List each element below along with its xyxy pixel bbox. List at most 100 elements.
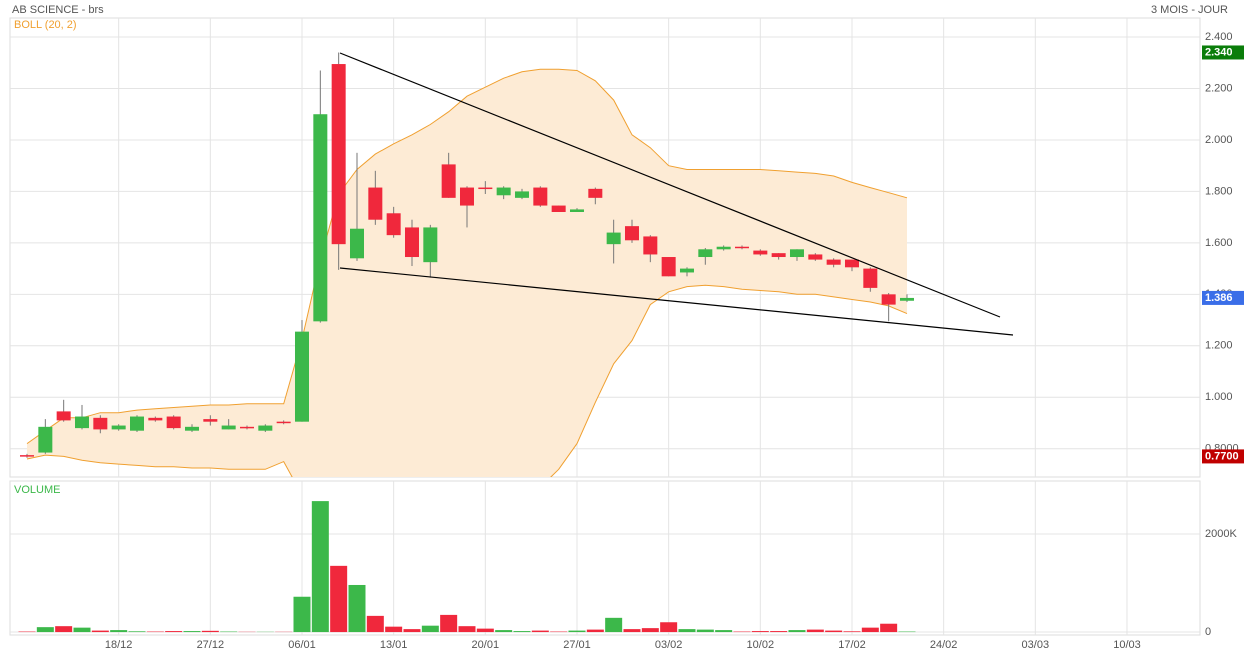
volume-bar xyxy=(806,629,824,633)
candle-body xyxy=(533,187,548,206)
candle-body xyxy=(386,213,401,236)
volume-bar xyxy=(605,617,623,633)
y-tick-label: 2.200 xyxy=(1205,82,1233,94)
x-tick-label: 17/02 xyxy=(838,639,866,651)
candle-body xyxy=(331,64,346,245)
volume-bar xyxy=(843,631,861,633)
y-tick-label: 2.400 xyxy=(1205,31,1233,43)
candle-body xyxy=(569,209,584,212)
band-upper xyxy=(26,68,908,445)
volume-bar xyxy=(293,596,311,633)
candle-body xyxy=(551,205,566,212)
x-tick-label: 18/12 xyxy=(105,639,133,651)
candle-body xyxy=(606,232,621,245)
price-marker xyxy=(1202,45,1244,60)
volume-bar xyxy=(861,627,879,633)
x-tick-label: 10/02 xyxy=(747,639,775,651)
y-tick-label: 1.600 xyxy=(1205,237,1233,249)
price-marker xyxy=(1202,290,1244,305)
volume-bar xyxy=(421,625,439,633)
candle-body xyxy=(313,114,328,322)
volume-bar xyxy=(403,629,421,633)
volume-bar xyxy=(36,627,54,633)
candle-body xyxy=(20,455,34,457)
volume-bar xyxy=(476,628,494,633)
chart-subtitle: 3 MOIS - JOUR xyxy=(1151,4,1228,16)
volume-bar xyxy=(880,623,898,633)
trend-line xyxy=(339,267,1014,336)
candle-body xyxy=(661,257,676,277)
y-tick-label: 0 xyxy=(1205,626,1211,638)
x-tick-label: 03/03 xyxy=(1022,639,1050,651)
y-tick-label: 2000K xyxy=(1205,528,1237,540)
candle-body xyxy=(881,294,896,305)
y-tick-label: 1.000 xyxy=(1205,391,1233,403)
volume-bar xyxy=(788,630,806,633)
price-marker xyxy=(1202,449,1244,464)
volume-bar xyxy=(751,631,769,633)
candle-body xyxy=(441,164,456,198)
x-tick-label: 24/02 xyxy=(930,639,958,651)
volume-bar xyxy=(128,631,146,633)
candle-body xyxy=(129,416,144,431)
volume-bar xyxy=(458,626,476,633)
candle-body xyxy=(863,268,878,288)
volume-bar xyxy=(531,630,549,633)
candle-body xyxy=(808,254,823,260)
volume-bar xyxy=(495,630,513,633)
volume-bar xyxy=(770,631,788,633)
price-marker-label: 0.7700 xyxy=(1205,450,1239,462)
band-lower xyxy=(26,284,908,477)
candle-body xyxy=(221,425,236,430)
candle-body xyxy=(844,259,859,268)
x-tick-label: 03/02 xyxy=(655,639,683,651)
volume-bar xyxy=(73,627,91,633)
volume-bar xyxy=(825,630,843,633)
candle-body xyxy=(294,331,309,422)
candle-body xyxy=(643,236,658,255)
volume-bar xyxy=(696,629,714,633)
candle-body xyxy=(588,188,603,198)
volume-bar xyxy=(623,629,641,633)
x-tick-label: 10/03 xyxy=(1113,639,1141,651)
candle-body xyxy=(56,411,71,421)
x-tick-label: 20/01 xyxy=(472,639,500,651)
candle-body xyxy=(276,421,291,424)
y-tick-label: 1.200 xyxy=(1205,340,1233,352)
price-marker-label: 2.340 xyxy=(1205,46,1233,58)
candle-body xyxy=(514,191,529,198)
volume-bar xyxy=(348,584,366,633)
x-tick-label: 13/01 xyxy=(380,639,408,651)
volume-bar xyxy=(660,622,678,633)
candle-body xyxy=(111,425,126,430)
indicator-label: BOLL (20, 2) xyxy=(14,19,77,31)
candle-body xyxy=(368,187,383,220)
volume-bar xyxy=(568,630,586,633)
candle-body xyxy=(258,425,273,431)
volume-bar xyxy=(201,630,219,633)
band-fill xyxy=(27,69,907,477)
candle-body xyxy=(496,187,511,196)
volume-bar xyxy=(586,629,604,633)
candle-body xyxy=(74,416,89,429)
volume-bar xyxy=(110,630,128,633)
volume-bar xyxy=(513,631,531,633)
x-tick-label: 27/01 xyxy=(563,639,591,651)
candle-body xyxy=(203,419,218,422)
candle-body xyxy=(93,417,108,430)
candle-body xyxy=(38,426,53,453)
candle-body xyxy=(459,187,474,206)
candle-body xyxy=(679,268,694,273)
x-tick-label: 06/01 xyxy=(288,639,316,651)
volume-bar xyxy=(641,628,659,633)
candle-body xyxy=(404,227,419,258)
candle-body xyxy=(734,246,749,249)
volume-bar xyxy=(183,631,201,633)
volume-bar xyxy=(330,565,348,633)
candle-body xyxy=(239,426,254,429)
candle-body xyxy=(624,226,639,241)
candle-body xyxy=(716,246,731,250)
y-tick-label: 1.800 xyxy=(1205,185,1233,197)
volume-bar xyxy=(165,631,183,633)
